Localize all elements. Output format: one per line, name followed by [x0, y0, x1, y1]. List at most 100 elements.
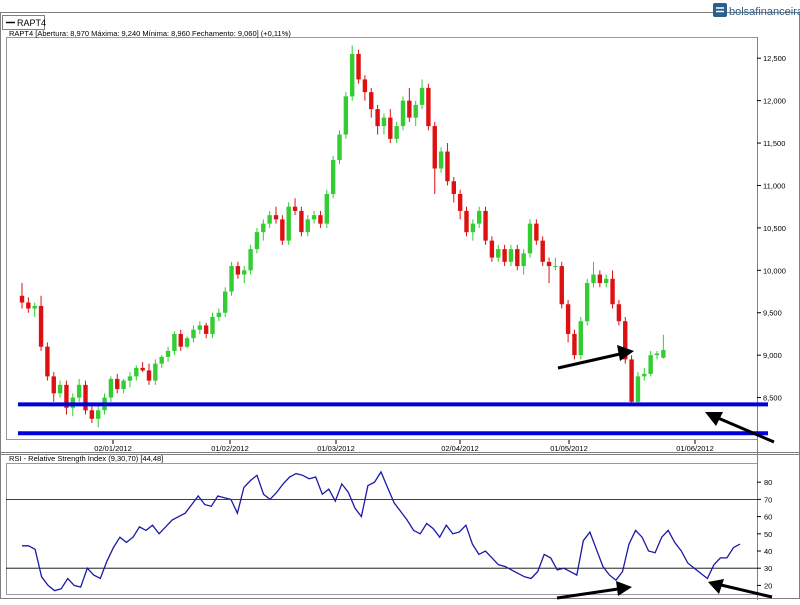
- candle: [337, 130, 342, 165]
- candle: [508, 244, 514, 267]
- candle-body: [457, 193, 463, 211]
- legend-box: [2, 15, 45, 30]
- candle: [330, 155, 336, 199]
- candle-body: [451, 181, 456, 194]
- candle-body: [318, 215, 323, 224]
- candle-body: [584, 283, 590, 322]
- candle-body: [76, 384, 82, 398]
- candle: [610, 270, 615, 309]
- candle-body: [273, 215, 279, 220]
- candle: [413, 100, 418, 127]
- candle-body: [565, 304, 571, 334]
- rsi-series: [22, 470, 741, 592]
- rsi-tick-label: 80: [764, 478, 772, 487]
- candle-body: [337, 134, 342, 161]
- candle-body: [388, 117, 393, 139]
- rsi-title: RSI - Relative Strength Index (9,30,70) …: [9, 454, 163, 463]
- candle-body: [445, 151, 450, 182]
- date-tick-label: 02/01/2012: [94, 444, 132, 453]
- candle: [127, 372, 133, 388]
- candle: [286, 202, 291, 245]
- candle: [45, 342, 50, 381]
- candle-body: [19, 295, 25, 303]
- arrow-icon: [708, 579, 773, 599]
- date-tick-label: 01/03/2012: [317, 444, 355, 453]
- candle: [419, 79, 425, 110]
- candle: [515, 244, 520, 271]
- candle-body: [413, 104, 418, 118]
- legend-ticker: RAPT4: [17, 18, 46, 28]
- candle-body: [610, 278, 615, 305]
- candle: [654, 350, 660, 360]
- candle-body: [89, 410, 95, 419]
- candle-body: [172, 333, 177, 351]
- candle-body: [32, 305, 37, 309]
- candle: [197, 321, 202, 334]
- candle-body: [591, 274, 596, 284]
- arrow-icon: [557, 345, 634, 370]
- candle-body: [635, 376, 641, 402]
- candle-body: [597, 274, 603, 284]
- candle: [578, 316, 583, 360]
- candle: [159, 355, 164, 368]
- candle: [83, 380, 88, 415]
- candle: [32, 302, 37, 317]
- candle: [648, 350, 653, 377]
- candle-body: [305, 219, 310, 233]
- candle-body: [496, 249, 501, 258]
- candle-body: [83, 384, 88, 411]
- candle-body: [267, 215, 272, 224]
- candle: [438, 147, 444, 173]
- rsi-tick-label: 40: [764, 547, 772, 556]
- candle-body: [229, 266, 234, 292]
- candle-body: [127, 376, 133, 381]
- candle-body: [470, 223, 476, 233]
- price-y-axis: 8,500 9,000 9,500 10,000 10,500 11,000 11,500 1…: [757, 54, 786, 403]
- rsi-tick-label: 70: [764, 495, 772, 504]
- candle-body: [292, 206, 298, 211]
- candle: [470, 219, 476, 241]
- candle: [223, 287, 228, 317]
- candle: [324, 189, 329, 228]
- candle: [299, 206, 304, 237]
- price-panel-border: [0, 12, 800, 455]
- date-tick-label: 01/05/2012: [550, 444, 588, 453]
- candle: [540, 236, 545, 267]
- candle: [203, 322, 209, 339]
- candle-body: [464, 210, 469, 233]
- candle-body: [400, 100, 406, 127]
- rsi-panel-border: [0, 452, 800, 599]
- candle: [115, 373, 120, 394]
- candle: [572, 329, 577, 360]
- candle-body: [350, 53, 355, 97]
- candle: [635, 372, 641, 405]
- price-tick-label: 9,000: [763, 351, 782, 360]
- logo: bolsafinanceira: [713, 3, 800, 18]
- candle-body: [375, 109, 380, 127]
- candle-body: [280, 219, 285, 241]
- price-tick-label: 11,000: [763, 181, 785, 190]
- candle: [432, 121, 437, 194]
- candle: [559, 261, 564, 309]
- candle: [565, 300, 571, 343]
- candle-body: [369, 92, 374, 110]
- candle-body: [64, 384, 69, 408]
- candle-body: [381, 117, 387, 127]
- candle: [356, 49, 361, 84]
- candle-body: [546, 261, 552, 267]
- candle-body: [330, 160, 336, 194]
- candle: [89, 406, 95, 424]
- date-x-axis: 02/01/2012 01/02/2012 01/03/2012 02/04/2012…: [94, 440, 714, 453]
- candle: [584, 278, 590, 326]
- candle-body: [146, 370, 152, 381]
- candle-body: [223, 291, 228, 313]
- candle-body: [432, 126, 437, 169]
- arrow-icon: [705, 412, 775, 444]
- candle: [153, 359, 158, 385]
- candle: [121, 378, 126, 394]
- candle-body: [324, 193, 329, 224]
- candle: [254, 227, 260, 254]
- candle-body: [616, 304, 622, 322]
- logo-mark-icon: [713, 3, 727, 17]
- candle: [394, 121, 399, 144]
